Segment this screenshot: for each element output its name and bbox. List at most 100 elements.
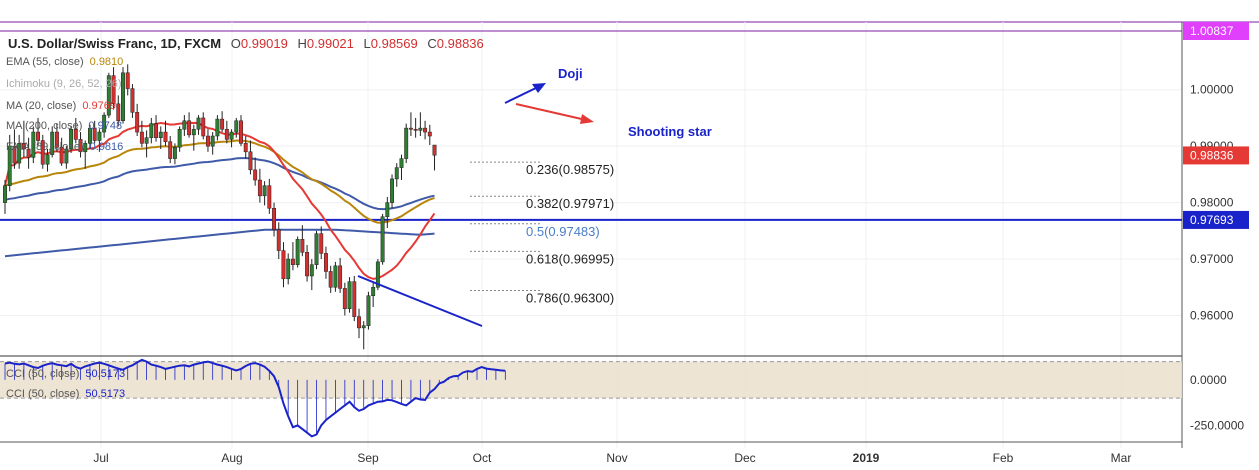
annotation-shooting-star: Shooting star xyxy=(628,124,712,139)
candle-body xyxy=(21,143,26,150)
candle-body xyxy=(187,120,192,136)
candle-body xyxy=(125,72,130,89)
candle-body xyxy=(253,169,258,181)
candle-body xyxy=(276,229,281,251)
indicator-ichimoku[interactable]: Ichimoku (9, 26, 52, 26) xyxy=(6,78,122,90)
candle-body xyxy=(328,271,333,288)
candle-body xyxy=(347,281,352,309)
candle-body xyxy=(201,117,206,137)
cci-value: 50.5173 xyxy=(85,368,126,380)
fib-level-label: 0.786(0.96300) xyxy=(526,291,614,306)
fib-level-label: 0.5(0.97483) xyxy=(526,224,600,239)
indicator-value: 0.9810 xyxy=(89,56,124,68)
candle-body xyxy=(196,117,201,130)
candle-body xyxy=(111,75,116,105)
candle-body xyxy=(26,148,31,158)
indicator-label: EMA (89, close) xyxy=(6,141,84,153)
candle-body xyxy=(64,148,69,164)
candle-body xyxy=(163,131,168,142)
doji-arrowhead xyxy=(532,83,546,93)
cci-value: 50.5173 xyxy=(85,388,126,400)
candle-body xyxy=(385,202,390,217)
indicator-value: 0.9748 xyxy=(88,120,123,132)
y-tick-label: 1.00000 xyxy=(1190,83,1234,97)
candle-body xyxy=(272,208,276,230)
candle-body xyxy=(243,143,248,153)
candle-body xyxy=(45,154,50,165)
candle-body xyxy=(59,147,64,164)
indicator-ma20[interactable]: MA (20, close) 0.9769 xyxy=(6,100,116,112)
candle-body xyxy=(17,143,22,164)
candle-body xyxy=(427,131,432,137)
indicator-label: MA (200, close) xyxy=(6,120,83,132)
candle-body xyxy=(404,127,409,159)
cci-line xyxy=(4,358,506,438)
candle-body xyxy=(31,131,36,158)
cci-tick-label: -250.0000 xyxy=(1190,418,1244,432)
shooting-star-arrow xyxy=(515,103,587,121)
y-tick-label: 0.98000 xyxy=(1190,196,1234,210)
candle-body xyxy=(290,258,295,265)
candle-body xyxy=(300,239,305,253)
indicator-ma200[interactable]: MA (200, close) 0.9748 xyxy=(6,120,122,132)
candle-body xyxy=(352,281,357,317)
candle-body xyxy=(324,253,328,272)
candle-body xyxy=(12,145,17,164)
cci-name: CCI (50, close) xyxy=(6,368,80,380)
candle-body xyxy=(135,112,140,133)
candle-body xyxy=(257,179,262,197)
candle-body xyxy=(413,128,418,131)
price-tag-level-bg xyxy=(1183,210,1249,229)
candle-body xyxy=(92,127,97,141)
open-label: O xyxy=(230,36,241,51)
low-label: L xyxy=(363,36,371,51)
low-value: 0.98569 xyxy=(370,36,418,51)
cci-label-2[interactable]: CCI (50, close) 50.5173 xyxy=(6,388,125,400)
candle-body xyxy=(390,178,394,203)
candle-body xyxy=(375,261,380,288)
candle-body xyxy=(220,118,225,130)
ema89-line xyxy=(4,157,435,211)
fib-level-label: 0.618(0.96995) xyxy=(526,251,614,266)
candle-body xyxy=(366,295,371,326)
price-tag-top-bg xyxy=(1183,22,1249,40)
candle-body xyxy=(333,265,338,288)
candle-body xyxy=(69,128,74,150)
candle-body xyxy=(286,258,291,280)
candle-body xyxy=(267,185,272,209)
indicator-ema55[interactable]: EMA (55, close) 0.9810 xyxy=(6,56,123,68)
indicator-label: MA (20, close) xyxy=(6,100,77,112)
fib-level-label: 0.382(0.97971) xyxy=(526,196,614,211)
indicator-value: 0.9816 xyxy=(89,141,124,153)
x-tick-label: Dec xyxy=(734,451,755,465)
x-tick-label: Nov xyxy=(606,451,627,465)
candle-body xyxy=(371,287,376,296)
close-value: 0.98836 xyxy=(436,36,484,51)
ma20-line xyxy=(4,121,436,280)
candle-body xyxy=(130,88,135,113)
candle-body xyxy=(7,145,12,186)
cci-label-1[interactable]: CCI (50, close) 50.5173 xyxy=(6,368,125,380)
candle-body xyxy=(102,114,107,133)
candle-body xyxy=(229,131,234,140)
candle-body xyxy=(319,233,324,254)
candle-body xyxy=(149,123,154,138)
indicator-ema89[interactable]: EMA (89, close) 0.9816 xyxy=(6,141,123,153)
symbol-header: U.S. Dollar/Swiss Franc, 1D, FXCM O0.990… xyxy=(8,36,484,51)
candle-body xyxy=(172,147,177,159)
candle-body xyxy=(357,316,361,329)
price-tag-last: 0.98836 xyxy=(1190,148,1234,162)
candle-body xyxy=(139,131,144,144)
candle-body xyxy=(342,288,347,309)
candle-body xyxy=(262,185,267,197)
open-value: 0.99019 xyxy=(240,36,288,51)
candle-body xyxy=(3,185,7,203)
candle-body xyxy=(239,120,243,144)
fib-level-label: 0.236(0.98575) xyxy=(526,162,614,177)
symbol-title: U.S. Dollar/Swiss Franc, 1D, FXCM xyxy=(8,36,222,51)
candle-body xyxy=(234,120,239,133)
shooting-star-arrowhead xyxy=(580,114,594,124)
candle-body xyxy=(40,140,45,165)
x-tick-label: 2019 xyxy=(853,451,880,465)
